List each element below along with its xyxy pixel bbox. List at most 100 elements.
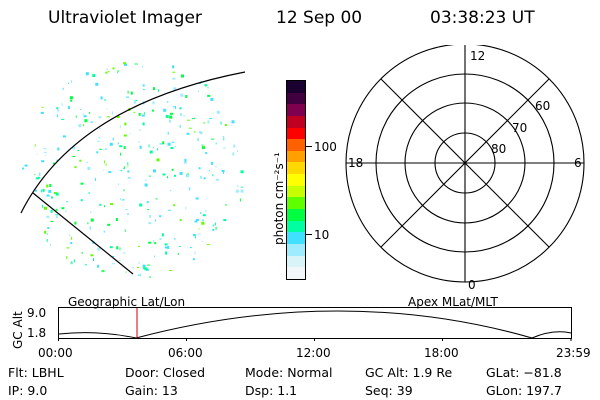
speckle-pixel (123, 168, 125, 169)
speckle-pixel (48, 189, 52, 193)
speckle-pixel (202, 146, 205, 150)
speckle-pixel (47, 227, 50, 229)
speckle-pixel (71, 80, 72, 83)
speckle-pixel (93, 258, 94, 261)
uv-emission-speckle (22, 62, 244, 278)
speckle-pixel (157, 148, 158, 151)
speckle-pixel (235, 189, 239, 193)
speckle-pixel (96, 151, 99, 154)
speckle-pixel (135, 100, 138, 102)
speckle-pixel (171, 168, 174, 171)
speckle-pixel (212, 224, 214, 227)
lat-label-60: 60 (535, 99, 550, 113)
speckle-pixel (187, 172, 189, 176)
status-filter: Flt: LBHL (8, 365, 64, 380)
speckle-pixel (75, 115, 77, 118)
status-glon: GLon: 197.7 (486, 383, 562, 398)
colorbar-segment (287, 150, 305, 163)
speckle-pixel (82, 118, 84, 120)
speckle-pixel (123, 189, 125, 192)
speckle-pixel (43, 148, 47, 150)
speckle-pixel (179, 171, 183, 175)
status-mode: Mode: Normal (245, 365, 333, 380)
speckle-pixel (104, 205, 105, 208)
speckle-pixel (174, 145, 176, 147)
speckle-pixel (173, 238, 176, 240)
speckle-pixel (203, 145, 205, 148)
speckle-pixel (149, 214, 151, 218)
speckle-pixel (212, 228, 215, 231)
speckle-pixel (85, 72, 89, 76)
speckle-pixel (146, 201, 149, 204)
speckle-pixel (184, 158, 187, 162)
lat-label-80: 80 (491, 142, 506, 156)
speckle-pixel (159, 238, 162, 240)
speckle-pixel (169, 270, 173, 271)
speckle-pixel (120, 198, 121, 201)
colorbar-segment (287, 255, 305, 268)
time-tick-1800: 18:00 (424, 346, 459, 360)
speckle-pixel (104, 148, 107, 150)
status-gain: Gain: 13 (125, 383, 178, 398)
geographic-image (20, 62, 246, 278)
speckle-pixel (199, 131, 202, 133)
speckle-pixel (66, 247, 70, 249)
speckle-pixel (57, 109, 60, 112)
speckle-pixel (109, 246, 113, 249)
status-glat: GLat: −81.8 (486, 365, 562, 380)
speckle-pixel (188, 127, 192, 129)
projection-label-geographic: Geographic Lat/Lon (68, 295, 186, 309)
speckle-pixel (148, 175, 151, 177)
colorbar-tickmark (306, 234, 312, 235)
colorbar-tickmark (306, 146, 312, 147)
speckle-pixel (141, 66, 143, 68)
speckle-pixel (138, 112, 141, 116)
speckle-pixel (74, 221, 77, 225)
speckle-pixel (78, 124, 82, 128)
speckle-pixel (123, 146, 126, 150)
speckle-pixel (180, 93, 184, 97)
speckle-pixel (155, 198, 158, 200)
speckle-pixel (197, 138, 199, 142)
speckle-pixel (111, 111, 113, 115)
speckle-pixel (92, 74, 96, 77)
speckle-pixel (105, 71, 108, 74)
colorbar-segment (287, 197, 305, 210)
orbit-altitude-curve (58, 310, 572, 339)
speckle-pixel (98, 137, 100, 139)
colorbar-segment (287, 220, 305, 233)
speckle-pixel (205, 152, 208, 155)
speckle-pixel (69, 234, 71, 236)
meridian-line (32, 192, 134, 275)
speckle-pixel (192, 118, 195, 120)
mlt-diagonal (380, 78, 550, 248)
speckle-pixel (169, 119, 171, 123)
alt-tick-9: 9.0 (27, 306, 47, 320)
speckle-pixel (50, 209, 53, 213)
speckle-pixel (97, 247, 101, 251)
speckle-pixel (170, 147, 174, 149)
speckle-pixel (116, 246, 119, 250)
speckle-pixel (119, 145, 123, 148)
speckle-pixel (35, 189, 37, 192)
speckle-pixel (167, 142, 171, 146)
speckle-pixel (144, 183, 148, 187)
speckle-pixel (71, 236, 73, 240)
speckle-pixel (61, 118, 65, 120)
speckle-pixel (127, 90, 129, 94)
speckle-pixel (98, 116, 102, 119)
speckle-pixel (45, 154, 47, 156)
speckle-pixel (151, 109, 154, 112)
colorbar-segment (287, 127, 305, 140)
speckle-pixel (131, 267, 134, 269)
colorbar-segment (287, 209, 305, 221)
speckle-pixel (108, 171, 112, 174)
speckle-pixel (153, 239, 155, 243)
altitude-plot (58, 307, 572, 341)
speckle-pixel (215, 142, 218, 145)
speckle-pixel (162, 141, 165, 145)
speckle-pixel (194, 117, 196, 119)
speckle-pixel (240, 189, 244, 193)
speckle-pixel (163, 108, 167, 112)
speckle-pixel (172, 71, 176, 73)
